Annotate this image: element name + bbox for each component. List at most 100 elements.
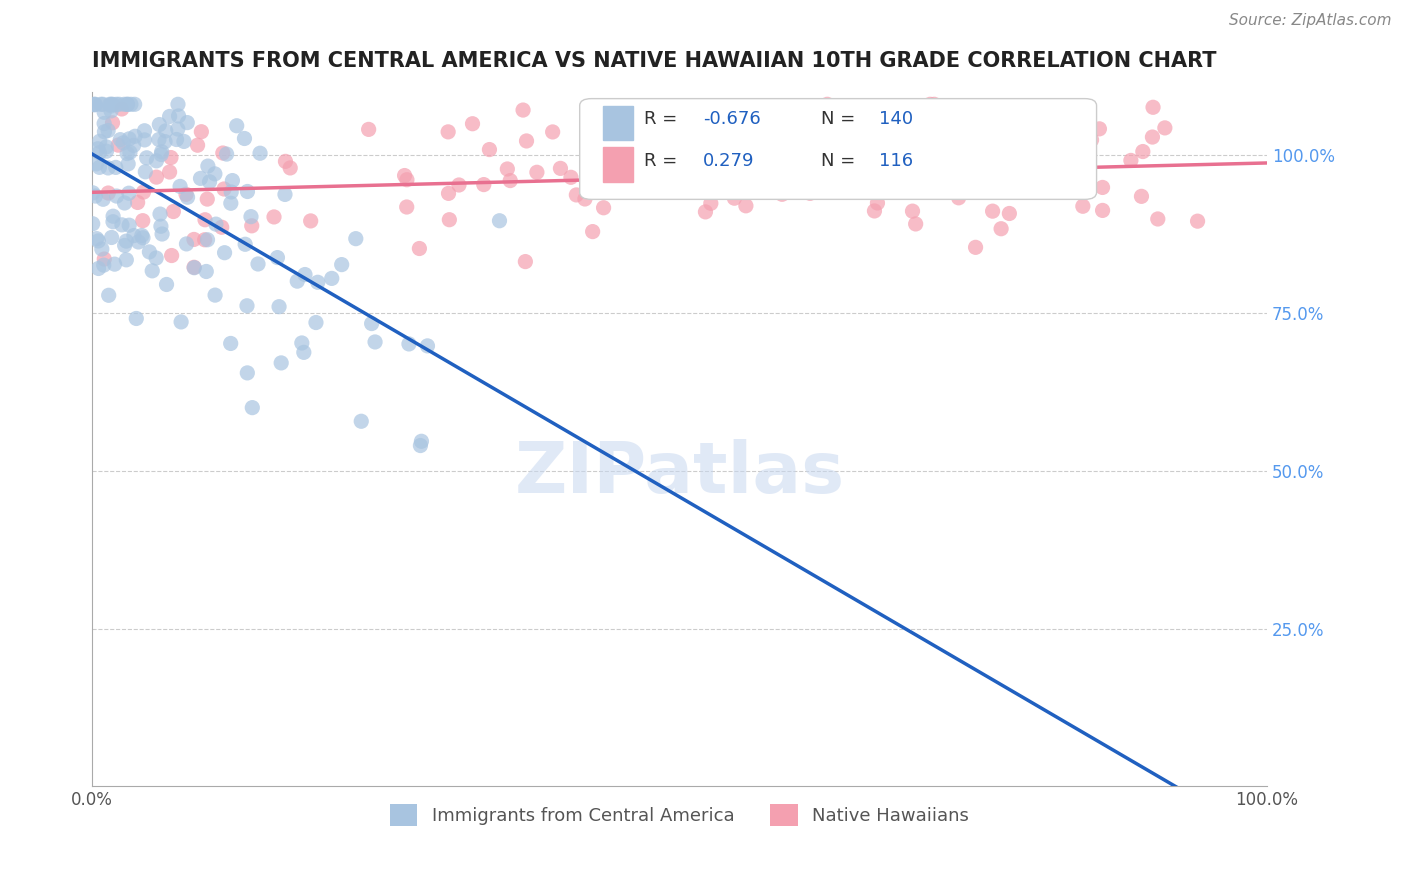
Point — [145, 251, 167, 265]
Point — [134, 124, 156, 138]
Point — [174, 187, 197, 202]
Point — [84, 189, 107, 203]
Point — [145, 153, 167, 168]
Point — [162, 204, 184, 219]
Point — [117, 157, 139, 171]
Point — [219, 196, 242, 211]
Point — [84, 97, 107, 112]
Point — [105, 97, 128, 112]
Point — [1130, 189, 1153, 203]
Point — [89, 161, 111, 175]
Point — [205, 217, 228, 231]
Point — [1142, 100, 1164, 114]
Point — [91, 97, 114, 112]
Point — [225, 119, 247, 133]
Point — [194, 212, 217, 227]
Point — [118, 145, 141, 160]
Point — [176, 115, 198, 129]
Point — [398, 337, 420, 351]
Point — [187, 138, 209, 153]
Point — [786, 105, 808, 120]
Point — [305, 316, 328, 330]
Point — [560, 170, 582, 185]
Point — [115, 252, 138, 267]
Point — [127, 195, 149, 210]
Point — [541, 125, 564, 139]
Point — [233, 237, 256, 252]
Point — [167, 97, 190, 112]
Point — [82, 217, 104, 231]
Point — [350, 414, 373, 428]
Point — [219, 336, 242, 351]
Point — [360, 317, 382, 331]
Point — [247, 257, 270, 271]
Point — [148, 132, 170, 146]
Point — [166, 132, 188, 146]
Point — [138, 244, 160, 259]
Point — [153, 135, 176, 149]
Point — [132, 213, 155, 227]
Text: R =: R = — [644, 111, 683, 128]
Bar — [603, 105, 633, 140]
Point — [901, 204, 924, 219]
Point — [299, 214, 322, 228]
Point — [1187, 214, 1209, 228]
Point — [120, 97, 142, 112]
Point — [592, 201, 614, 215]
Point — [1146, 211, 1168, 226]
Point — [96, 145, 118, 159]
Point — [797, 160, 820, 174]
Point — [149, 219, 172, 234]
Point — [86, 232, 108, 246]
Point — [159, 110, 181, 124]
Point — [111, 218, 134, 232]
Point — [135, 151, 157, 165]
Point — [98, 97, 121, 112]
Text: N =: N = — [821, 111, 860, 128]
Text: -0.676: -0.676 — [703, 111, 761, 128]
Point — [512, 103, 534, 117]
Point — [294, 268, 316, 282]
Point — [582, 225, 605, 239]
Point — [159, 165, 181, 179]
Point — [167, 109, 190, 123]
Point — [240, 219, 263, 233]
Point — [93, 258, 115, 272]
Point — [700, 196, 723, 211]
Point — [249, 146, 271, 161]
Point — [918, 136, 941, 151]
Point — [183, 260, 205, 275]
Text: 0.279: 0.279 — [703, 153, 755, 170]
FancyBboxPatch shape — [579, 99, 1097, 200]
Text: R =: R = — [644, 153, 683, 170]
Point — [263, 210, 285, 224]
Point — [118, 218, 141, 232]
Point — [145, 170, 167, 185]
Point — [118, 132, 141, 146]
Bar — [603, 147, 633, 182]
Point — [364, 334, 387, 349]
Point — [844, 183, 866, 197]
Text: N =: N = — [821, 153, 860, 170]
Point — [122, 228, 145, 243]
Point — [1039, 115, 1062, 129]
Point — [948, 191, 970, 205]
Point — [101, 97, 124, 112]
Point — [236, 299, 259, 313]
Point — [267, 300, 290, 314]
Point — [117, 97, 139, 112]
Point — [818, 184, 841, 198]
Point — [240, 401, 263, 415]
Point — [779, 148, 801, 162]
Point — [125, 311, 148, 326]
Point — [416, 339, 439, 353]
Point — [131, 228, 153, 243]
Text: IMMIGRANTS FROM CENTRAL AMERICA VS NATIVE HAWAIIAN 10TH GRADE CORRELATION CHART: IMMIGRANTS FROM CENTRAL AMERICA VS NATIV… — [93, 51, 1216, 70]
Point — [176, 236, 198, 251]
Point — [112, 136, 135, 150]
Point — [1024, 165, 1046, 179]
Point — [394, 169, 416, 183]
Point — [97, 161, 120, 175]
Point — [866, 196, 889, 211]
Point — [87, 234, 110, 248]
